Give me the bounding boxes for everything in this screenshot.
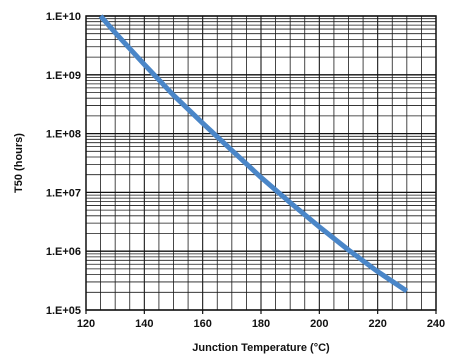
x-axis-title: Junction Temperature (°C) [192, 342, 330, 354]
x-axis-tick-labels: 120 140 160 180 200 220 240 [77, 318, 445, 330]
y-tick-label: 1.E+09 [46, 70, 81, 82]
y-axis-tick-labels: 1.E+05 1.E+06 1.E+07 1.E+08 1.E+09 1.E+10 [46, 11, 81, 317]
y-tick-label: 1.E+05 [46, 305, 81, 317]
gridlines [86, 15, 436, 311]
series-line [98, 14, 409, 294]
y-tick-label: 1.E+08 [46, 129, 81, 141]
x-tick-label: 180 [252, 318, 270, 330]
x-tick-label: 120 [77, 318, 95, 330]
x-tick-label: 220 [368, 318, 386, 330]
x-tick-label: 200 [310, 318, 328, 330]
y-tick-label: 1.E+10 [46, 11, 81, 23]
y-tick-label: 1.E+07 [46, 187, 81, 199]
y-axis-title: T50 (hours) [13, 133, 25, 193]
x-tick-label: 160 [193, 318, 211, 330]
series-group [98, 14, 409, 294]
plot-frame [85, 15, 437, 314]
x-tick-label: 140 [135, 318, 153, 330]
y-tick-label: 1.E+06 [46, 246, 81, 258]
x-tick-label: 240 [427, 318, 445, 330]
